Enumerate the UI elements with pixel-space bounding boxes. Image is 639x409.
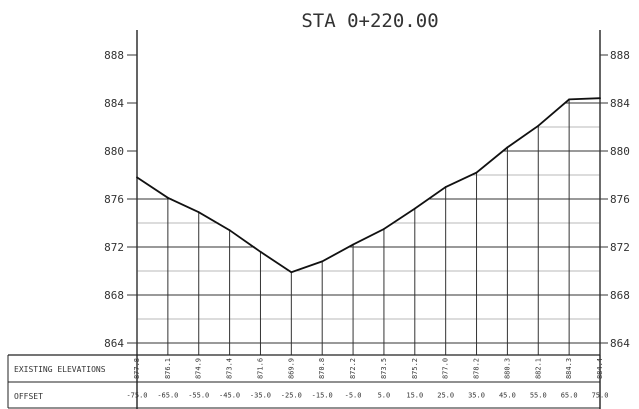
data-point	[259, 250, 262, 253]
data-point	[197, 211, 200, 214]
table-cell-value: 35.0	[468, 392, 485, 400]
table-row-label: OFFSET	[14, 392, 43, 401]
data-point	[599, 97, 601, 100]
y-tick-label-left: 864	[104, 337, 124, 350]
y-tick-label-right: 872	[610, 241, 630, 254]
y-tick-label-left: 888	[104, 49, 124, 62]
chart-title: STA 0+220.00	[301, 10, 438, 32]
table-cell-value: -45.0	[219, 392, 240, 400]
y-tick-label-right: 888	[610, 49, 630, 62]
data-point	[506, 146, 509, 149]
y-tick-label-left: 880	[104, 145, 124, 158]
table-cell-value: 871.6	[256, 358, 264, 379]
data-table: EXISTING ELEVATIONS 877.8 876.1 874.9 873.4 8…	[7, 354, 609, 409]
table-cell-value: -75.0	[126, 392, 147, 400]
table-cell-value: 877.8	[133, 358, 141, 379]
table-cell-value: 882.1	[534, 358, 542, 379]
data-point	[290, 271, 293, 274]
y-tick-label-left: 868	[104, 289, 124, 302]
series-line	[136, 97, 601, 274]
table-cell-value: 45.0	[499, 392, 516, 400]
table-cell-value: 876.1	[164, 358, 172, 379]
data-point	[321, 260, 324, 263]
table-cell-value: 875.2	[411, 358, 419, 379]
tick-labels: 888 884 880 876 872 868 864 888 884 880 876 872 868 8…	[104, 49, 630, 350]
table-cell-value: 15.0	[406, 392, 423, 400]
table-cell-value: -65.0	[157, 392, 178, 400]
table-row-label: EXISTING ELEVATIONS	[14, 365, 106, 374]
y-tick-label-left: 884	[104, 97, 124, 110]
y-tick-label-left: 872	[104, 241, 124, 254]
table-cell-value: -35.0	[250, 392, 271, 400]
data-point	[228, 229, 231, 232]
data-point	[475, 171, 478, 174]
data-point	[444, 186, 447, 188]
table-cell-value: 872.2	[349, 358, 357, 379]
data-point	[352, 243, 354, 246]
table-cell-value: 75.0	[592, 392, 609, 400]
data-point	[413, 207, 416, 210]
table-cell-value: 873.5	[380, 358, 388, 379]
table-cell-value: 870.8	[318, 358, 326, 379]
data-point	[166, 196, 169, 199]
y-tick-label-right: 864	[610, 337, 630, 350]
data-point	[568, 98, 571, 101]
table-cell-value: -55.0	[188, 392, 209, 400]
data-point	[537, 124, 540, 127]
ground-profile-line	[136, 97, 601, 274]
table-cell-value: 869.9	[287, 358, 295, 379]
table-cell-value: 884.4	[596, 358, 604, 379]
table-cell-value: -5.0	[345, 392, 362, 400]
table-cell-value: 5.0	[378, 392, 391, 400]
data-point	[383, 228, 385, 230]
table-cell-value: 877.0	[442, 358, 450, 379]
table-cell-value: 873.4	[226, 358, 234, 379]
y-tick-label-right: 884	[610, 97, 630, 110]
y-tick-label-right: 876	[610, 193, 630, 206]
table-cell-value: 878.2	[473, 358, 481, 379]
y-tick-label-left: 876	[104, 193, 124, 206]
table-cell-value: 25.0	[437, 392, 454, 400]
table-cell-value: 880.3	[503, 358, 511, 379]
table-cell-value: -15.0	[312, 392, 333, 400]
table-cell-value: 884.3	[565, 358, 573, 379]
y-tick-label-right: 880	[610, 145, 630, 158]
y-tick-label-right: 868	[610, 289, 630, 302]
grid	[136, 30, 601, 409]
table-cell-value: -25.0	[281, 392, 302, 400]
table-cell-value: 874.9	[195, 358, 203, 379]
table-cell-value: 65.0	[561, 392, 578, 400]
table-cell-value: 55.0	[530, 392, 547, 400]
data-point	[136, 176, 138, 179]
